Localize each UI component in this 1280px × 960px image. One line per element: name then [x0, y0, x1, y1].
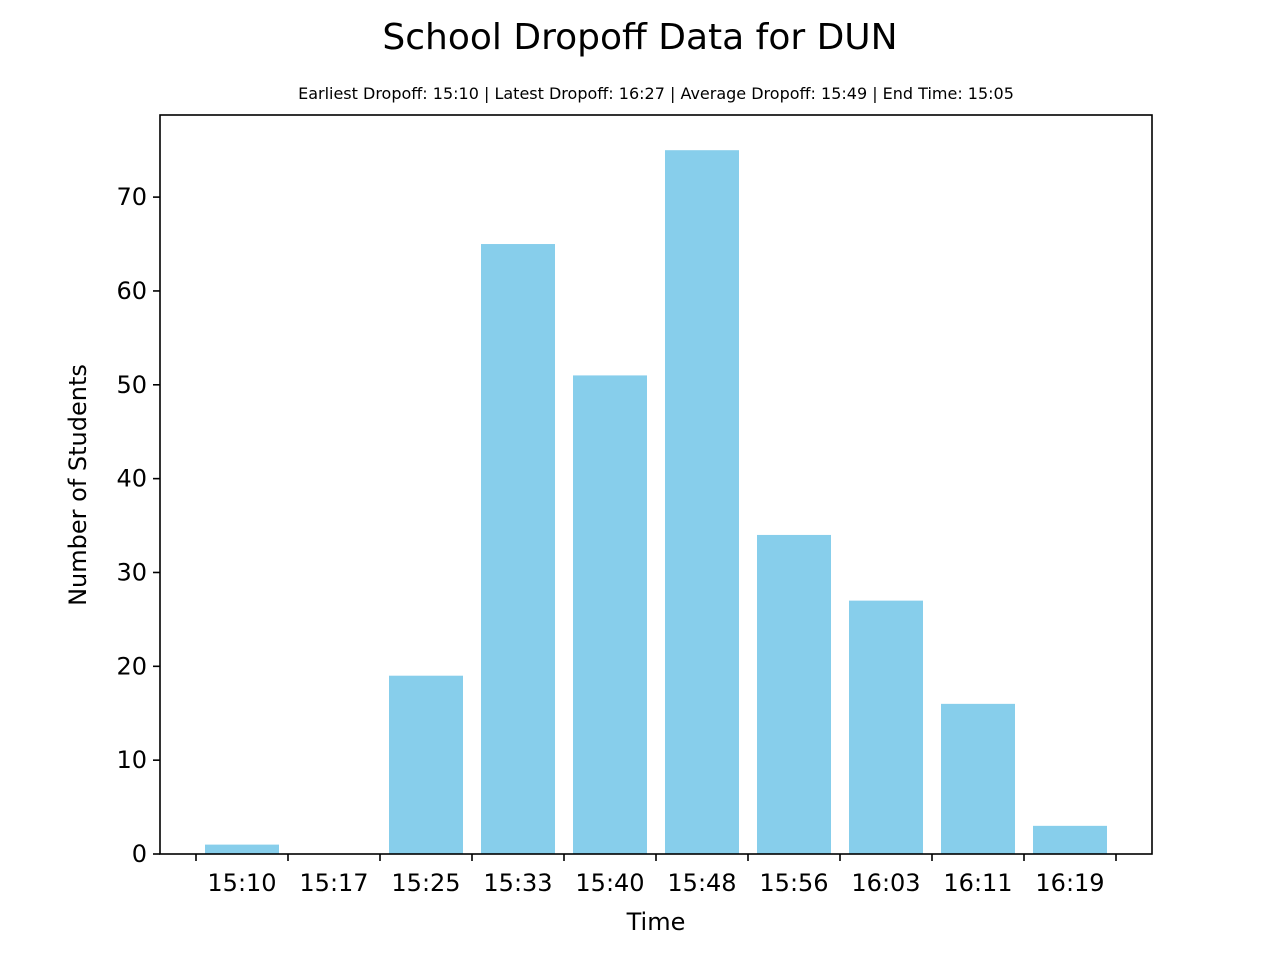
- x-axis-label: Time: [626, 908, 686, 936]
- x-tick-label: 15:33: [483, 869, 552, 897]
- x-tick-label: 16:11: [943, 869, 1012, 897]
- y-tick-label: 70: [116, 183, 147, 211]
- chart-title: School Dropoff Data for DUN: [382, 17, 897, 58]
- y-axis: 0 10 20 30 40 50 60 70: [116, 183, 160, 868]
- x-axis: 15:10 15:17 15:25 15:33 15:40 15:48 15:56 16:03…: [195, 854, 1117, 897]
- y-tick-label: 60: [116, 277, 147, 305]
- bar-1548: [665, 150, 739, 854]
- y-tick-label: 50: [116, 371, 147, 399]
- bar-1556: [757, 534, 831, 854]
- y-tick-label: 0: [132, 840, 147, 868]
- bar-1533: [481, 244, 555, 855]
- y-tick-label: 20: [116, 652, 147, 680]
- chart-subtitle: Earliest Dropoff: 15:10 | Latest Dropoff…: [298, 84, 1014, 103]
- y-axis-label: Number of Students: [64, 364, 92, 606]
- y-tick-label: 10: [116, 746, 147, 774]
- x-tick-label: 16:19: [1035, 869, 1104, 897]
- x-tick-label: 15:10: [207, 869, 276, 897]
- x-tick-label: 15:17: [299, 869, 368, 897]
- y-tick-label: 30: [116, 558, 147, 586]
- x-tick-label: 15:25: [391, 869, 460, 897]
- bar-1611: [941, 703, 1015, 854]
- bar-1540: [573, 375, 647, 854]
- x-tick-label: 16:03: [851, 869, 920, 897]
- bar-1603: [849, 600, 923, 854]
- x-tick-label: 15:40: [575, 869, 644, 897]
- plot-frame: [159, 114, 1153, 855]
- bar-1619: [1033, 825, 1107, 854]
- y-tick-label: 40: [116, 465, 147, 493]
- bar-1510: [205, 844, 279, 854]
- bars-group: [205, 150, 1107, 855]
- x-tick-label: 15:56: [759, 869, 828, 897]
- bar-1525: [389, 675, 463, 854]
- x-tick-label: 15:48: [667, 869, 736, 897]
